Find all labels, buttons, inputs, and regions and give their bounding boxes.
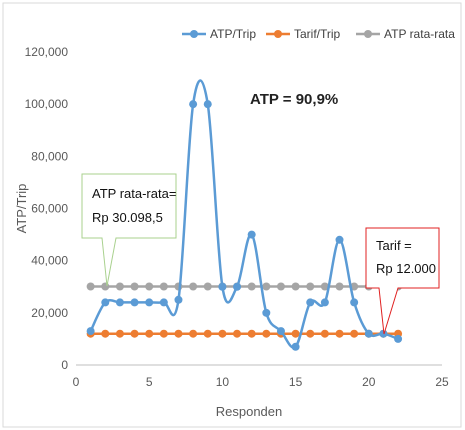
legend: ATP/Trip Tarif/Trip ATP rata-rata: [182, 27, 455, 41]
data-point: [291, 282, 300, 291]
series-layer: [86, 79, 403, 351]
data-point: [247, 282, 256, 291]
data-point: [291, 342, 300, 351]
data-point: [394, 334, 403, 343]
y-tick-label: 120,000: [25, 45, 69, 59]
data-point: [218, 282, 227, 291]
data-point: [130, 282, 139, 291]
data-point: [101, 298, 110, 307]
data-point: [145, 329, 154, 338]
data-point: [115, 329, 124, 338]
data-point: [130, 298, 139, 307]
data-point: [276, 282, 285, 291]
data-point: [145, 298, 154, 307]
y-tick-label: 100,000: [25, 97, 69, 111]
data-point: [306, 329, 315, 338]
legend-swatch-marker: [190, 30, 198, 38]
data-point: [101, 329, 110, 338]
x-axis-title: Responden: [216, 404, 283, 419]
legend-item: ATP rata-rata: [356, 27, 455, 41]
tarif-callout-line1: Tarif =: [376, 238, 412, 253]
legend-swatch-marker: [274, 30, 282, 38]
data-point: [276, 327, 285, 336]
data-point: [159, 298, 168, 307]
data-point: [115, 298, 124, 307]
x-tick-label: 15: [289, 375, 303, 389]
atp-average-callout: ATP rata-rata= Rp 30.098,5: [81, 173, 177, 287]
series-2: [86, 329, 403, 338]
legend-label: Tarif/Trip: [294, 27, 341, 41]
data-point: [335, 329, 344, 338]
y-axis-title: ATP/Trip: [14, 184, 29, 234]
tarif-callout-line2: Rp 12.000: [376, 261, 436, 276]
data-point: [86, 327, 95, 336]
data-point: [203, 329, 212, 338]
data-point: [262, 329, 271, 338]
x-tick-label: 25: [435, 375, 449, 389]
legend-item: ATP/Trip: [182, 27, 256, 41]
data-point: [350, 329, 359, 338]
atp-average-callout-line1: ATP rata-rata=: [92, 186, 176, 201]
x-tick-label: 20: [362, 375, 376, 389]
data-point: [145, 282, 154, 291]
data-point: [291, 329, 300, 338]
legend-swatch-marker: [364, 30, 372, 38]
data-point: [101, 282, 110, 291]
legend-item: Tarif/Trip: [266, 27, 341, 41]
data-point: [115, 282, 124, 291]
y-axis-ticks: 0 20,000 40,000 60,000 80,000 100,000 120,000: [25, 45, 69, 372]
data-point: [262, 282, 271, 291]
y-tick-label: 80,000: [31, 149, 68, 163]
data-point: [364, 329, 373, 338]
data-point: [379, 329, 388, 338]
y-tick-label: 0: [61, 358, 68, 372]
data-point: [247, 230, 256, 239]
atp-average-callout-line2: Rp 30.098,5: [92, 210, 163, 225]
data-point: [203, 282, 212, 291]
data-point: [174, 329, 183, 338]
legend-label: ATP/Trip: [210, 27, 256, 41]
data-point: [174, 295, 183, 304]
y-tick-label: 60,000: [31, 202, 68, 216]
data-point: [86, 282, 95, 291]
data-point: [335, 282, 344, 291]
legend-label: ATP rata-rata: [384, 27, 455, 41]
data-point: [218, 329, 227, 338]
atp-average-callout-box: [81, 173, 177, 287]
data-point: [320, 329, 329, 338]
y-tick-label: 40,000: [31, 254, 68, 268]
data-point: [262, 308, 271, 317]
data-point: [189, 329, 198, 338]
data-point: [320, 298, 329, 307]
x-tick-label: 5: [146, 375, 153, 389]
y-tick-label: 20,000: [31, 306, 68, 320]
data-point: [189, 100, 198, 109]
x-tick-label: 10: [216, 375, 230, 389]
data-point: [247, 329, 256, 338]
data-point: [350, 298, 359, 307]
data-point: [130, 329, 139, 338]
data-point: [306, 282, 315, 291]
data-point: [159, 329, 168, 338]
data-point: [335, 235, 344, 244]
data-point: [203, 100, 212, 109]
data-point: [233, 329, 242, 338]
data-point: [306, 298, 315, 307]
series-1: [86, 79, 403, 351]
data-point: [159, 282, 168, 291]
tarif-callout-box: [365, 227, 440, 335]
tarif-callout: Tarif = Rp 12.000: [365, 227, 440, 335]
data-point: [233, 282, 242, 291]
data-point: [189, 282, 198, 291]
x-axis-ticks: 0 5 10 15 20 25: [73, 375, 449, 389]
data-point: [320, 282, 329, 291]
x-tick-label: 0: [73, 375, 80, 389]
atp-percentage-annotation: ATP = 90,9%: [250, 91, 338, 108]
